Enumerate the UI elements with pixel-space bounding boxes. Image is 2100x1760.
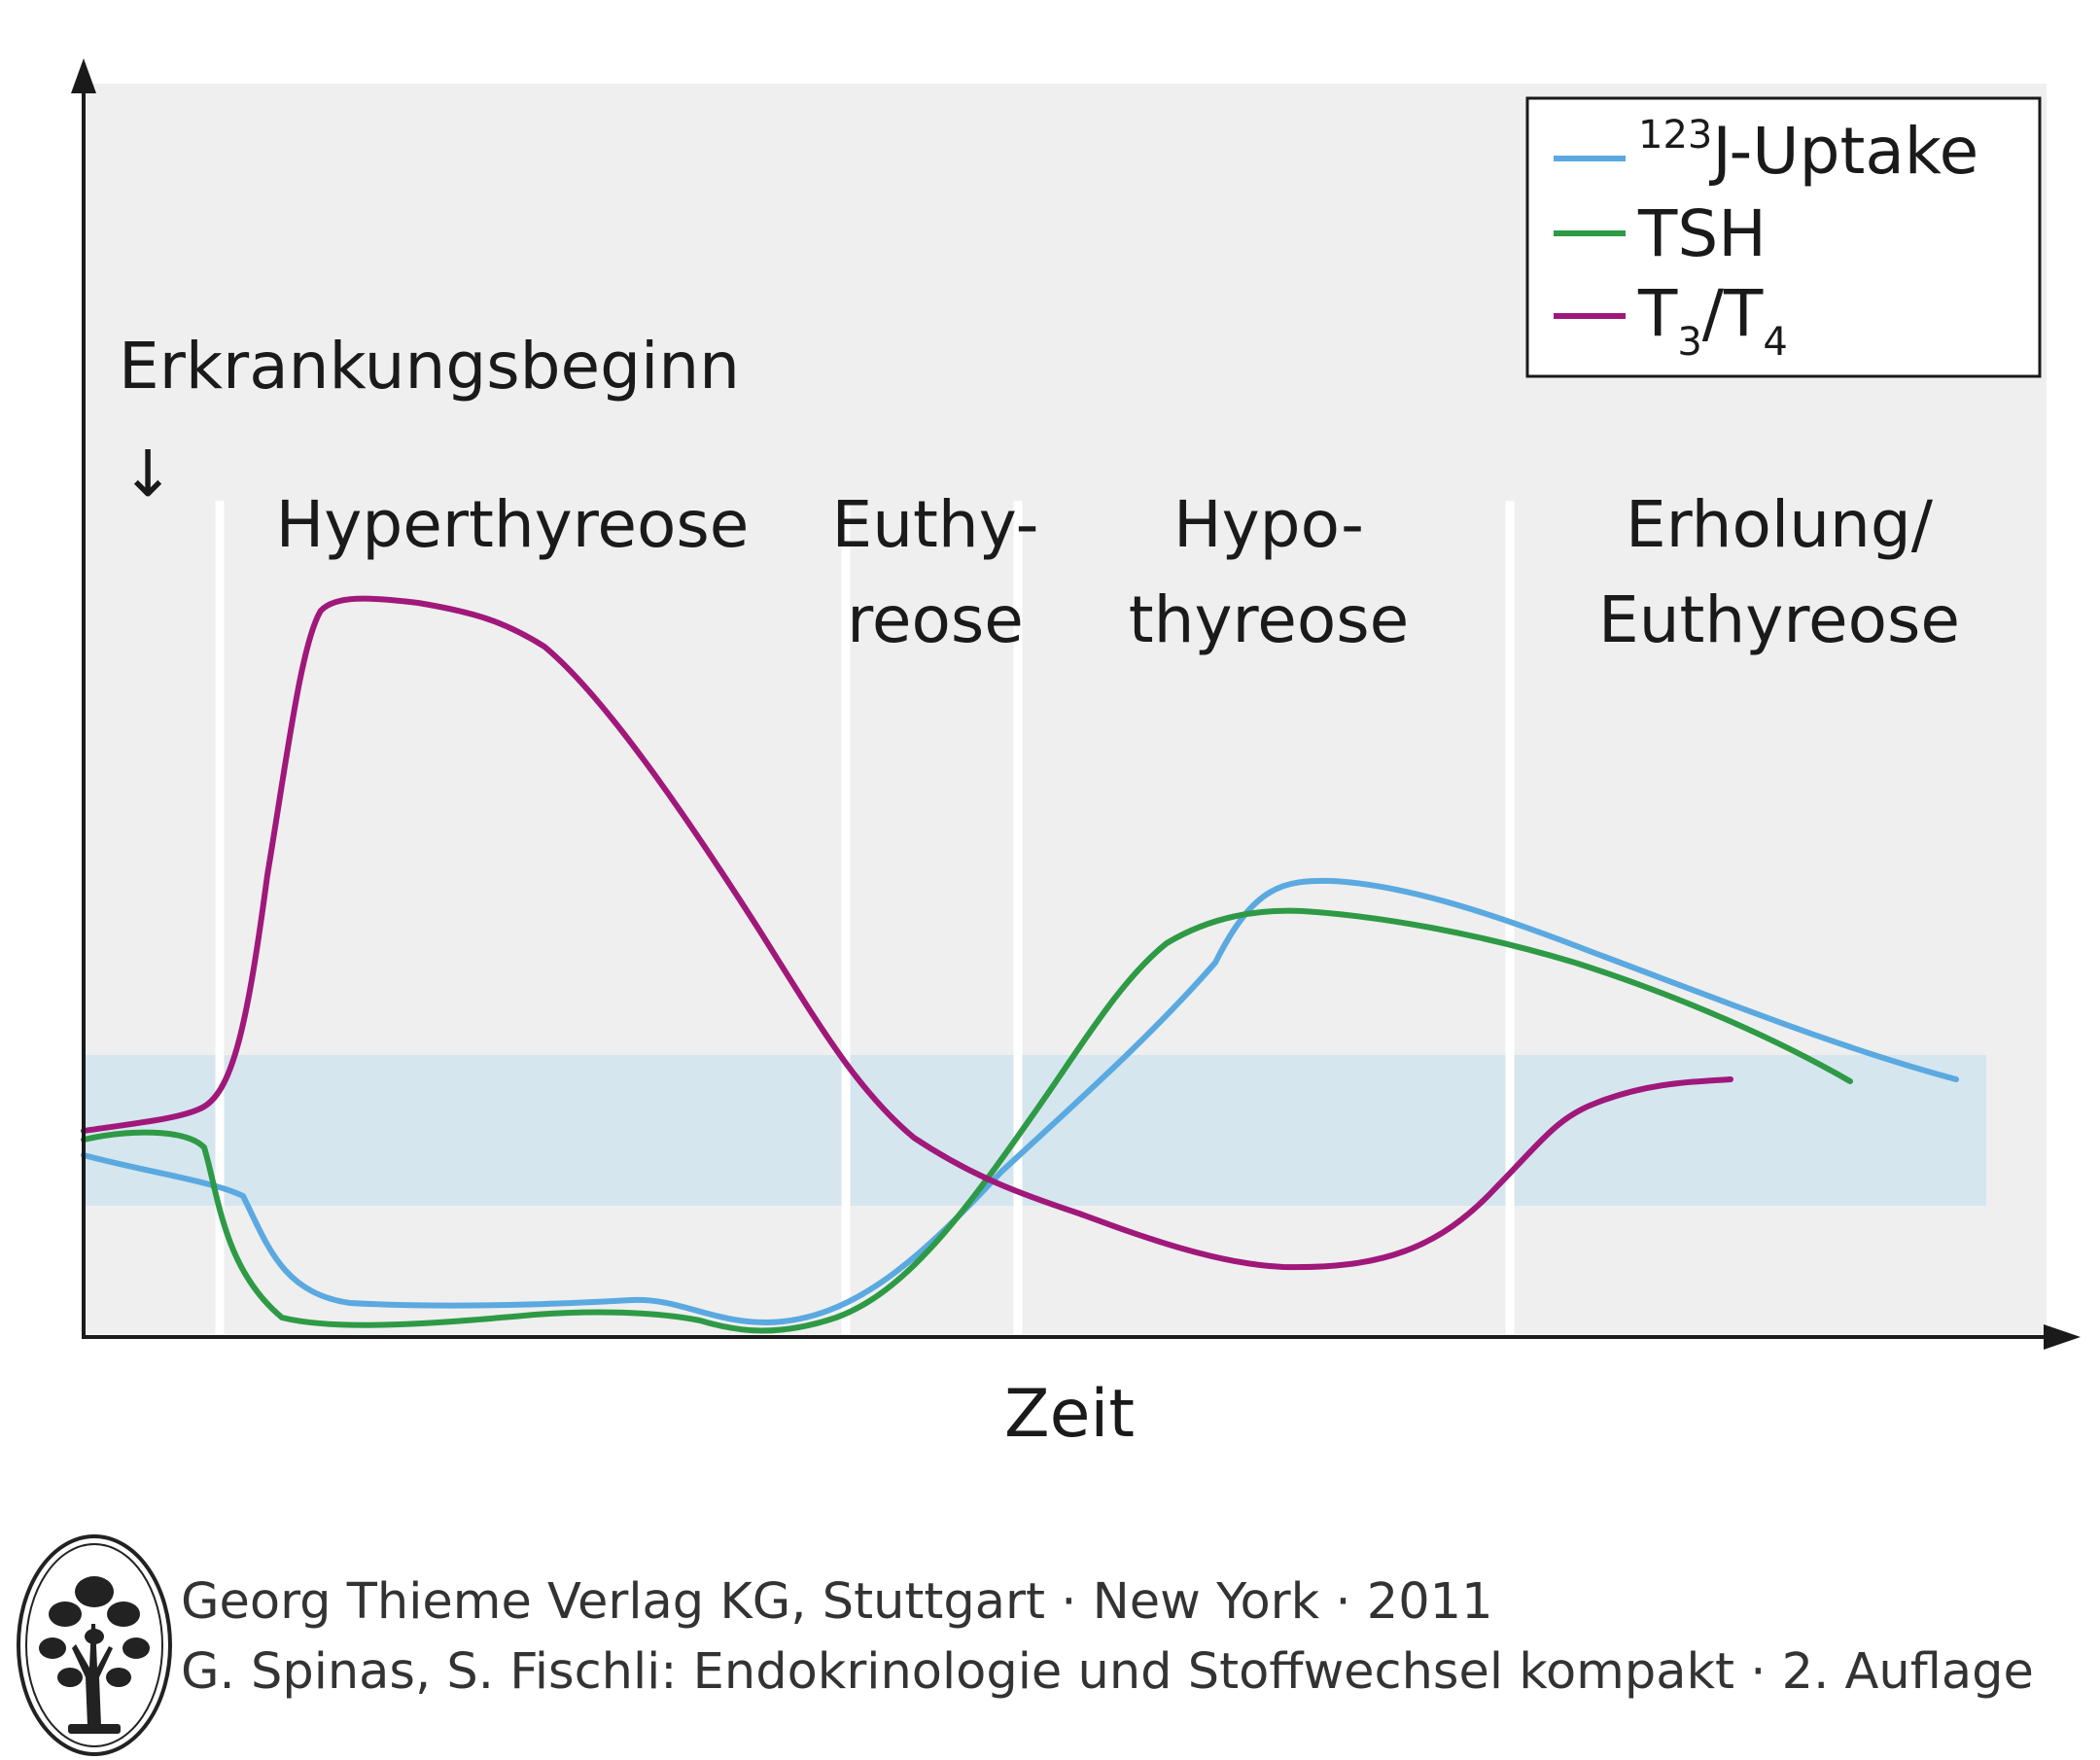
legend-mid: /T xyxy=(1702,276,1764,351)
legend-box xyxy=(1525,96,2042,378)
phase-labels: Hyperthyreose Euthy- reose Hypo- thyreos… xyxy=(276,487,1960,657)
legend-sub: 3 xyxy=(1677,320,1701,365)
legend-base: T xyxy=(1637,276,1678,351)
axes xyxy=(71,58,2081,1350)
phase-label-erholung-line1: Erholung/ xyxy=(1626,487,1934,562)
x-axis-label: Zeit xyxy=(1004,1376,1135,1453)
legend-base: J-Uptake xyxy=(1708,114,1978,189)
annotation-onset: Erkrankungsbeginn xyxy=(119,329,740,404)
legend-entry-t3-t4: T3/T4 xyxy=(1637,276,1788,365)
legend-entry-123j-uptake: 123J-Uptake xyxy=(1638,113,1978,189)
series-line-tsh xyxy=(81,907,1853,1334)
phase-dividers xyxy=(215,501,1515,1334)
annotation-arrow-icon: ↓ xyxy=(121,437,174,511)
phase-label-erholung-line2: Euthyreose xyxy=(1598,582,1960,657)
phase-label-hyperthyreose: Hyperthyreose xyxy=(276,487,750,562)
legend-entry-tsh: TSH xyxy=(1637,196,1767,271)
phase-label-euthyreose-line2: reose xyxy=(847,582,1024,657)
tree-logo-icon xyxy=(17,1534,172,1756)
series-line-t3-t4 xyxy=(81,595,1733,1271)
y-axis-arrowhead xyxy=(71,58,96,93)
legend-sup: 123 xyxy=(1638,113,1712,158)
x-axis-arrowhead xyxy=(2044,1324,2081,1350)
legend-base: TSH xyxy=(1637,196,1767,271)
normal-range-band xyxy=(84,1055,1986,1206)
legend-sub: 4 xyxy=(1763,320,1787,365)
phase-label-hypothyreose-line2: thyreose xyxy=(1129,582,1409,657)
credit-line-publisher: Georg Thieme Verlag KG, Stuttgart · New … xyxy=(181,1573,1493,1631)
phase-label-euthyreose-line1: Euthy- xyxy=(832,487,1039,562)
phase-label-hypothyreose-line1: Hypo- xyxy=(1173,487,1364,562)
credit-line-book: G. Spinas, S. Fischli: Endokrinologie un… xyxy=(181,1643,2034,1701)
legend: 123J-Uptake TSH T3/T4 xyxy=(1525,96,2042,378)
